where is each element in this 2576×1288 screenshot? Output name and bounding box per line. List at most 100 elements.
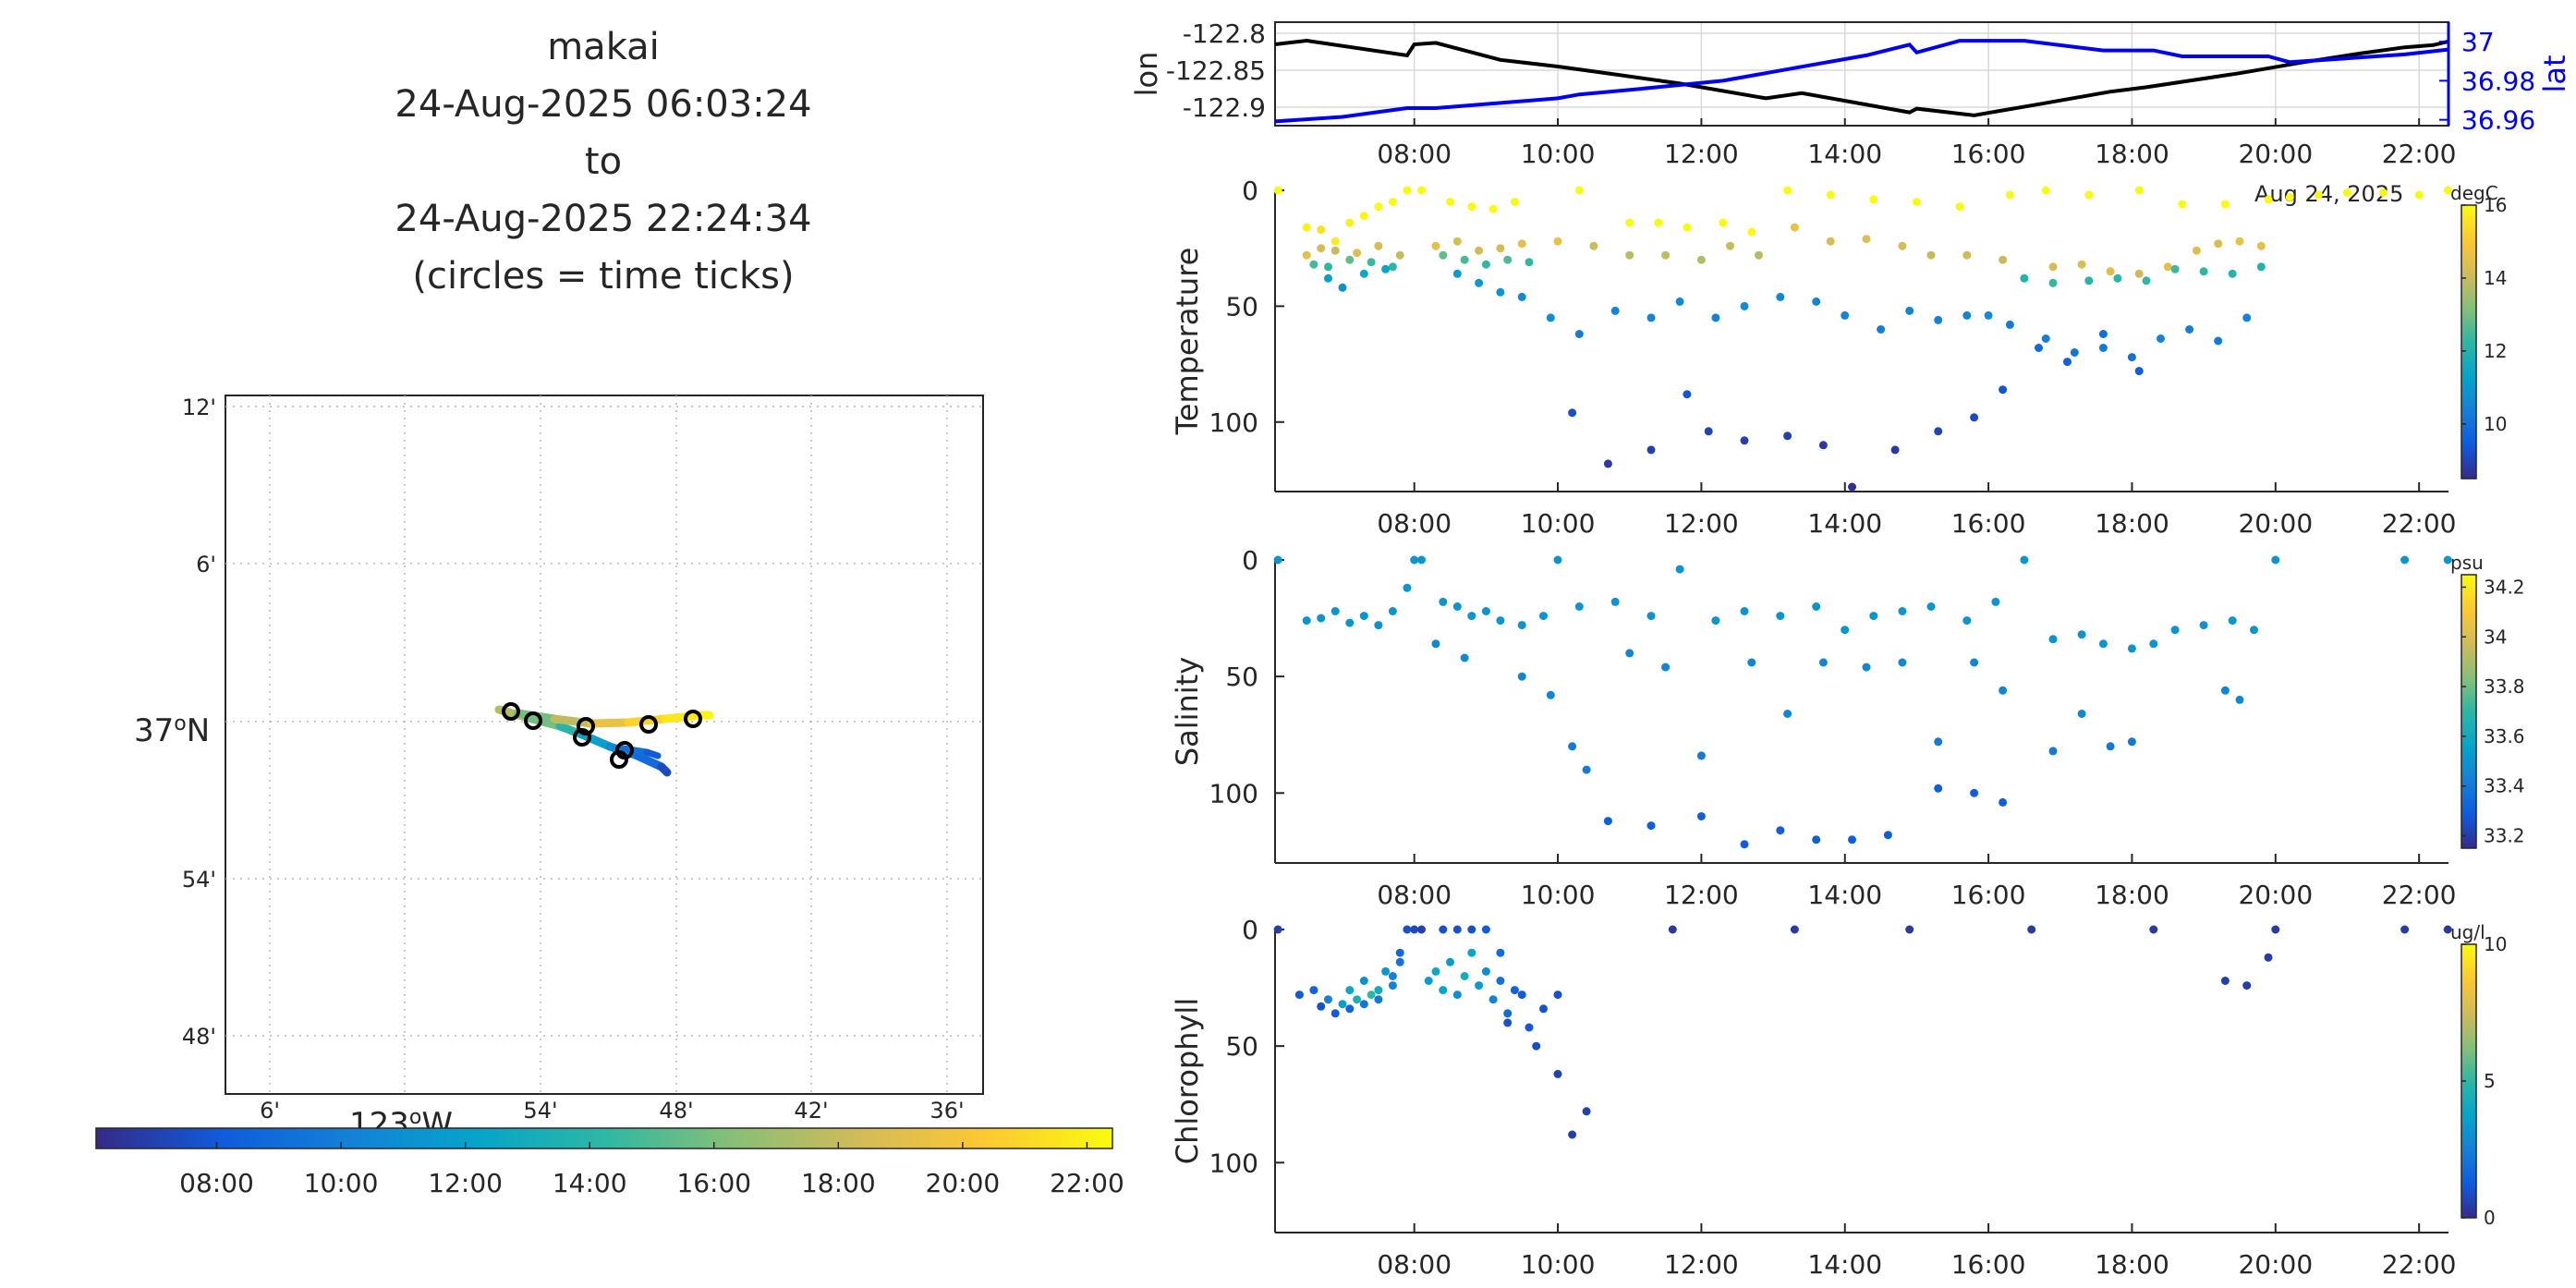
data-point — [2250, 626, 2258, 635]
x-tick-label: 10:00 — [1521, 880, 1596, 910]
data-point — [1460, 972, 1469, 980]
data-point — [2098, 639, 2108, 649]
title-platform: makai — [547, 26, 660, 68]
data-point — [1475, 278, 1484, 287]
y-tick-label: 100 — [1209, 1148, 1258, 1178]
data-point — [1431, 639, 1440, 649]
data-point — [1574, 602, 1584, 611]
data-point — [1991, 597, 2000, 606]
data-point — [1646, 612, 1656, 621]
data-point — [2077, 710, 2086, 718]
data-point — [2400, 925, 2410, 934]
data-point — [1324, 273, 1332, 283]
data-point — [1302, 616, 1311, 626]
x-tick-label: 08:00 — [1377, 508, 1452, 539]
x-tick-label: 22:00 — [2382, 1249, 2457, 1280]
y-axis-label: Temperature — [1170, 248, 1205, 436]
y-tick-label: 100 — [1209, 778, 1258, 808]
data-point — [2005, 190, 2014, 200]
data-point — [1862, 662, 1871, 672]
data-point — [1898, 241, 1907, 250]
data-point — [1395, 957, 1404, 966]
data-point — [1934, 427, 1943, 436]
data-point — [1367, 258, 1376, 267]
data-point — [1338, 283, 1347, 292]
data-point — [2220, 686, 2230, 695]
data-point — [1331, 1009, 1340, 1018]
data-point — [1955, 202, 1964, 212]
data-point — [1719, 218, 1728, 227]
data-point — [1603, 459, 1612, 468]
ship-track — [494, 702, 714, 777]
data-point — [1517, 292, 1526, 301]
position-grid — [1275, 22, 2448, 126]
time-tick-circle — [684, 710, 702, 728]
data-point — [1783, 186, 1792, 195]
data-point — [1510, 198, 1519, 206]
time-colorbar-tick-label: 10:00 — [304, 1168, 379, 1198]
map-lat-tick-label: 48' — [182, 1024, 216, 1050]
colorbar — [2461, 574, 2477, 849]
time-colorbar-ticks: 08:00 10:00 12:00 14:00 16:00 18:00 20:00 22:00 — [179, 1142, 1124, 1198]
data-point — [2214, 336, 2223, 346]
data-point — [1388, 607, 1397, 615]
lon-tick-label: -122.9 — [1183, 92, 1266, 123]
data-point — [1331, 607, 1340, 615]
position-x-tick: 16:00 — [1951, 139, 2026, 169]
data-point — [1574, 186, 1584, 195]
data-point — [1439, 986, 1448, 995]
data-point — [1740, 436, 1749, 445]
x-tick-label: 12:00 — [1664, 1249, 1739, 1280]
lon-tick-label: -122.8 — [1183, 18, 1266, 49]
data-point — [1467, 612, 1476, 621]
time-colorbar-tick-label: 08:00 — [179, 1168, 254, 1198]
colorbar-tick-label: 33.4 — [2484, 775, 2525, 797]
colorbar-tick-label: 14 — [2484, 267, 2507, 289]
position-panel: 08:00 10:00 12:00 14:00 16:00 18:00 20:00 22:00… — [1129, 18, 2572, 207]
y-tick-label: 50 — [1225, 291, 1258, 322]
map-lat-tick-label: 12' — [182, 395, 216, 420]
data-point — [2242, 981, 2252, 990]
map-lon-tick-label: 54' — [523, 1098, 557, 1124]
data-point — [1970, 658, 1979, 667]
track-segment — [661, 711, 707, 723]
lat-tick-label: 37 — [2461, 27, 2495, 57]
x-tick-label: 18:00 — [2095, 508, 2169, 539]
data-point — [1517, 621, 1526, 630]
data-point — [2220, 200, 2230, 209]
lat-tick-label: 36.96 — [2461, 105, 2535, 136]
data-point — [1898, 607, 1907, 615]
data-point — [1532, 1041, 1541, 1051]
data-point — [1646, 445, 1656, 455]
data-point — [1783, 710, 1792, 718]
colorbar-tick-label: 12 — [2484, 340, 2507, 362]
data-point — [1970, 788, 1979, 797]
data-point — [2214, 239, 2223, 249]
data-point — [1460, 653, 1469, 662]
data-point — [2443, 925, 2452, 934]
data-point — [1481, 925, 1490, 934]
data-point — [1841, 310, 1850, 320]
data-point — [1302, 223, 1311, 232]
data-point — [2228, 269, 2237, 278]
data-point — [1525, 258, 1534, 267]
data-point — [1869, 612, 1878, 621]
title-to: to — [585, 140, 622, 183]
colorbar-tick-label: 5 — [2484, 1070, 2496, 1092]
data-point — [2400, 555, 2410, 565]
track-segment — [577, 730, 614, 751]
data-point — [1388, 972, 1397, 980]
data-point — [1826, 190, 1835, 200]
map-lon-tick-label: 48' — [659, 1098, 693, 1124]
data-point — [1273, 186, 1282, 195]
data-point — [1496, 977, 1505, 985]
x-tick-label: 16:00 — [1951, 508, 2026, 539]
track-segment — [643, 748, 662, 759]
data-point — [2048, 278, 2058, 287]
data-point — [1934, 315, 1943, 324]
data-point — [1776, 826, 1785, 835]
track-segment — [657, 762, 672, 777]
data-point — [2264, 195, 2273, 204]
data-point — [1962, 250, 1972, 260]
data-point — [1603, 817, 1612, 826]
